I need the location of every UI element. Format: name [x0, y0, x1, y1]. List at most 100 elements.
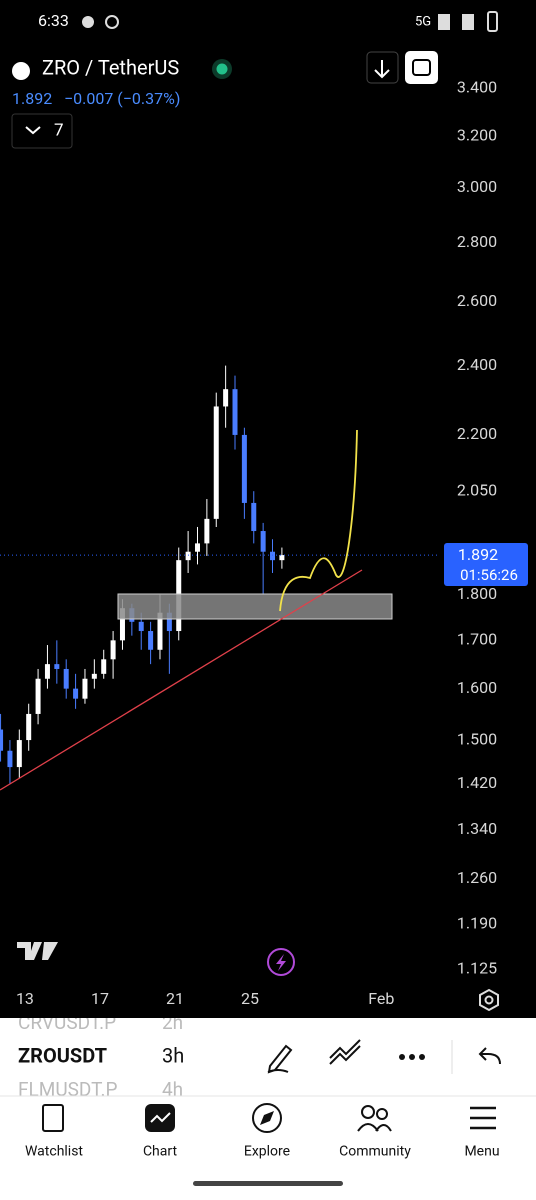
candle-body	[213, 406, 219, 519]
watchlist-symbol[interactable]: FLMUSDT.P	[18, 1078, 117, 1101]
nav-label[interactable]: Community	[339, 1144, 411, 1160]
y-tick-label: 2.600	[457, 291, 497, 310]
arrow-icon	[374, 60, 390, 79]
candle-body	[279, 555, 285, 561]
menu-icon[interactable]	[470, 1106, 496, 1130]
flash-icon	[276, 954, 286, 971]
battery	[487, 11, 498, 32]
y-tick-label: 3.400	[457, 77, 497, 96]
y-tick-label: 1.340	[457, 819, 497, 838]
community-icon	[376, 1108, 388, 1120]
countdown: 01:56:26	[460, 566, 518, 584]
price: 1.892	[12, 89, 52, 108]
bottom-panel	[0, 1018, 536, 1200]
y-tick-label: 3.000	[457, 177, 497, 196]
fullscreen-button[interactable]	[405, 51, 438, 84]
symbol: ZRO / TetherUS	[42, 55, 179, 79]
nav-label[interactable]: Watchlist	[25, 1144, 83, 1160]
y-tick-label: 1.800	[457, 584, 497, 603]
candle-body	[119, 608, 125, 641]
status-dot	[216, 63, 228, 75]
explore-glyph	[260, 1111, 274, 1125]
x-tick-label: 17	[91, 989, 109, 1008]
candle-body	[16, 740, 22, 768]
chart-glyph	[150, 1112, 171, 1123]
candle-body	[73, 688, 79, 699]
candle-body	[26, 713, 32, 741]
more-dot[interactable]	[399, 1054, 405, 1060]
notif-icon	[105, 15, 119, 29]
candle-body	[148, 631, 154, 650]
y-tick-label: 2.800	[457, 232, 497, 251]
y-tick-label: 2.050	[457, 480, 497, 499]
settings-icon[interactable]	[479, 988, 499, 1012]
draw-tool[interactable]	[267, 1044, 293, 1074]
candle-body	[7, 750, 13, 768]
candle-body	[110, 640, 116, 660]
chevron	[25, 126, 41, 135]
x-tick-label: 25	[241, 989, 259, 1008]
candle-body	[91, 673, 97, 679]
community-icon[interactable]	[361, 1105, 375, 1119]
undo-button[interactable]	[478, 1047, 501, 1065]
candle-body	[223, 389, 229, 407]
coin-logo	[12, 62, 30, 80]
indicator-tool[interactable]	[329, 1039, 361, 1065]
network: 5G	[415, 14, 431, 29]
x-tick-label: Feb	[368, 989, 394, 1008]
nav-label[interactable]: Menu	[464, 1144, 499, 1160]
background	[0, 0, 536, 1018]
y-tick-label: 1.700	[457, 630, 497, 649]
watchlist-interval: 2h	[162, 1011, 183, 1034]
trendline	[0, 569, 363, 791]
y-tick-label: 2.200	[457, 424, 497, 443]
price-tag-value: 1.892	[458, 545, 498, 564]
watchlist-symbol[interactable]: ZROUSDT	[18, 1043, 107, 1067]
signal	[438, 14, 450, 30]
candle-body	[54, 664, 60, 669]
y-tick-label: 2.400	[457, 355, 497, 374]
home-indicator	[193, 1181, 343, 1186]
candle-body	[44, 664, 50, 679]
y-tick-label: 1.125	[457, 958, 497, 977]
projection-curve	[279, 429, 358, 612]
support-zone	[117, 593, 393, 620]
notif-icon	[82, 16, 94, 28]
tv-logo	[17, 942, 58, 960]
y-tick-label: 1.500	[457, 729, 497, 748]
flash-button[interactable]	[267, 948, 295, 976]
candle-body	[185, 551, 191, 561]
x-tick-label: 21	[166, 989, 184, 1008]
candle-body	[63, 668, 69, 689]
y-tick-label: 1.420	[457, 773, 497, 792]
candle-body	[204, 518, 210, 544]
indicator-count: 7	[54, 120, 64, 140]
fullscreen-icon	[412, 59, 431, 76]
y-tick-label: 1.190	[457, 914, 497, 933]
price-tag	[444, 543, 528, 586]
indicator-toggle[interactable]	[11, 113, 73, 149]
change: −0.007 (−0.37%)	[64, 89, 180, 108]
explore-icon[interactable]	[252, 1103, 282, 1133]
watchlist-symbol[interactable]: CRVUSDT.P	[18, 1011, 116, 1034]
candle-body	[35, 678, 41, 714]
watchlist-icon[interactable]	[42, 1104, 64, 1132]
y-tick-label: 1.260	[457, 868, 497, 887]
signal	[462, 14, 474, 30]
more-dot	[409, 1054, 415, 1060]
watchlist-interval: 3h	[162, 1043, 184, 1067]
nav-label[interactable]: Explore	[244, 1144, 290, 1160]
candle-body	[194, 543, 200, 552]
candle-body	[232, 389, 238, 435]
nav-label[interactable]: Chart	[143, 1144, 178, 1160]
candle-body	[101, 659, 107, 674]
candle-body	[260, 531, 266, 552]
candle-body	[157, 612, 163, 650]
y-tick-label: 1.600	[457, 678, 497, 697]
candle-body	[138, 621, 144, 632]
settings-icon	[484, 995, 494, 1005]
watchlist-interval: 4h	[162, 1078, 183, 1101]
candle-body	[0, 729, 4, 751]
